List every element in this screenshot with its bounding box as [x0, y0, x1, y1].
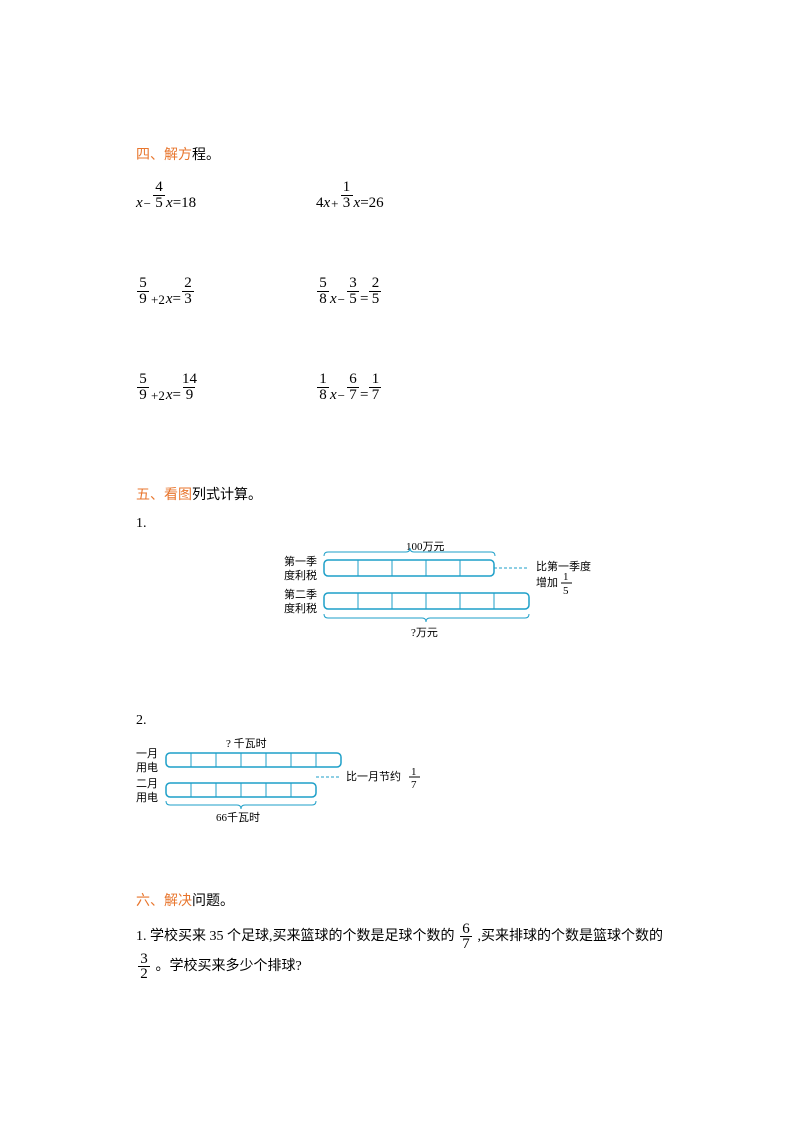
equation-2-1: 59 +2x= 23: [136, 272, 316, 308]
svg-text:比一月节约: 比一月节约: [346, 770, 401, 783]
equation-3-1: 59 +2x= 149: [136, 368, 316, 404]
fraction-6-7: 6 7: [460, 922, 472, 952]
svg-text:? 千瓦时: ? 千瓦时: [226, 737, 267, 750]
eq-row-1: x− 45 x=18 4x+ 13 x=26: [136, 176, 664, 212]
q1-number: 1.: [136, 516, 664, 532]
svg-text:第二季: 第二季: [284, 587, 317, 601]
problem-text-1: 1. 学校买来 35 个足球,买来篮球的个数是足球个数的: [136, 929, 455, 944]
svg-text:66千瓦时: 66千瓦时: [216, 811, 260, 824]
problem-6-1: 1. 学校买来 35 个足球,买来篮球的个数是足球个数的 6 7 ,买来排球的个…: [136, 922, 664, 981]
eq-row-3: 59 +2x= 149 18 x− 67 = 17: [136, 368, 664, 404]
svg-text:度利税: 度利税: [284, 568, 317, 582]
section-6-heading: 六、解决问题。: [136, 890, 664, 910]
section-4-heading: 四、解方程。: [136, 144, 664, 164]
svg-text:1: 1: [411, 766, 417, 778]
diagram-2: ? 千瓦时 一月 用电 比一月节约 1 7 二月 用电 66千瓦时: [136, 735, 664, 830]
heading-black: 程。: [192, 148, 220, 163]
svg-text:用电: 用电: [136, 791, 158, 804]
svg-text:一月: 一月: [136, 748, 158, 760]
equation-3-2: 18 x− 67 = 17: [316, 368, 516, 404]
svg-text:增加: 增加: [536, 575, 558, 589]
q2-number: 2.: [136, 713, 664, 729]
problem-text-2: ,买来排球的个数是篮球个数的: [478, 929, 664, 944]
fraction-3-2: 3 2: [138, 952, 150, 982]
svg-text:第一季: 第一季: [284, 554, 317, 568]
heading-colored: 四、解方: [136, 148, 192, 163]
equation-2-2: 58 x− 35 = 25: [316, 272, 516, 308]
svg-text:二月: 二月: [136, 778, 158, 790]
svg-text:1: 1: [563, 571, 569, 583]
section-5-heading: 五、看图列式计算。: [136, 484, 664, 504]
heading-colored: 五、看图: [136, 488, 192, 503]
svg-text:7: 7: [411, 779, 417, 791]
svg-text:?万元: ?万元: [411, 627, 438, 639]
problem-text-3: 。学校买来多少个排球?: [156, 958, 302, 973]
eq-row-2: 59 +2x= 23 58 x− 35 = 25: [136, 272, 664, 308]
equation-1-2: 4x+ 13 x=26: [316, 176, 516, 212]
svg-text:用电: 用电: [136, 761, 158, 774]
svg-text:度利税: 度利税: [284, 601, 317, 615]
heading-black: 问题。: [192, 894, 234, 909]
heading-colored: 六、解决: [136, 894, 192, 909]
equation-grid: x− 45 x=18 4x+ 13 x=26 59 +2x= 23 58 x−: [136, 176, 664, 404]
svg-text:5: 5: [563, 585, 569, 597]
diagram-1: 100万元 第一季 度利税 比第一季度 增加 1 5 第二季 度利税 ?万元: [276, 538, 664, 653]
heading-black: 列式计算。: [192, 488, 262, 503]
equation-1-1: x− 45 x=18: [136, 176, 316, 212]
